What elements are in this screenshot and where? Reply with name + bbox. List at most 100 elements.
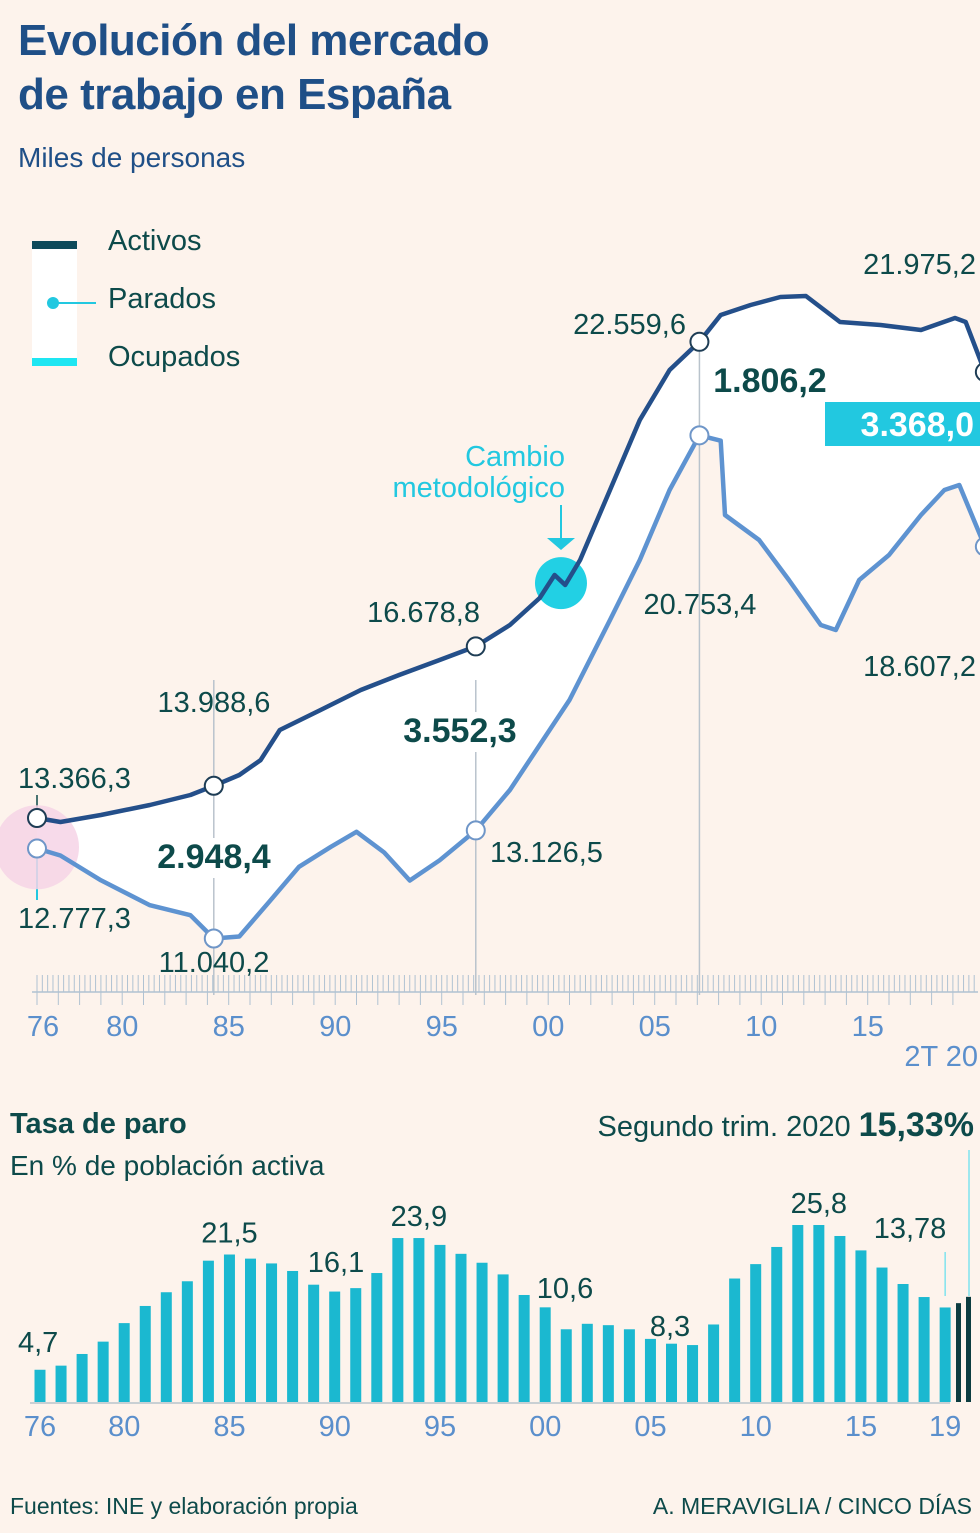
bar (350, 1288, 362, 1402)
bar (371, 1273, 383, 1402)
current-rate-label: Segundo trim. 2020 (597, 1111, 851, 1143)
bar (497, 1274, 509, 1402)
bar (666, 1343, 677, 1402)
bar-chart-title: Tasa de paro (10, 1108, 187, 1140)
cambio-label-line2: metodológico (393, 472, 566, 504)
bar (55, 1365, 67, 1402)
bar (939, 1307, 951, 1402)
point-marker (465, 636, 486, 657)
parados-label-bg (146, 838, 282, 878)
bar (34, 1369, 46, 1402)
x-tick-label: 10 (745, 1011, 777, 1043)
point-labels: 13.366,3 12.777,3 13.988,6 11.040,2 16.678,8… (18, 249, 980, 979)
parados-value-label: 2.948,4 (157, 838, 271, 876)
current-rate-value: 15,33% (858, 1106, 974, 1144)
parados-label-bg (702, 362, 838, 402)
point-value-label: 22.559,6 (573, 309, 686, 341)
point-marker (974, 537, 980, 556)
bar-value-label: 25,8 (791, 1188, 847, 1220)
point-marker (465, 820, 486, 841)
chart-subtitle: Miles de personas (18, 142, 246, 173)
bar (644, 1338, 656, 1402)
point-marker (689, 331, 710, 352)
bar (329, 1291, 341, 1402)
bar-x-tick-label: 15 (845, 1411, 877, 1443)
bar (687, 1345, 699, 1402)
point-value-label: 12.777,3 (18, 903, 131, 935)
bar-x-tick-label: 85 (213, 1411, 245, 1443)
bar-x-tick-label: 00 (529, 1411, 561, 1443)
parados-label-bg (392, 712, 528, 752)
bar (518, 1294, 530, 1402)
x-axis: 76 80 85 90 95 00 05 10 15 2T 20 (27, 975, 978, 1073)
bar-value-label: 8,3 (650, 1311, 690, 1343)
bar (434, 1244, 446, 1402)
bar (139, 1305, 151, 1402)
bar (223, 1254, 235, 1402)
x-tick-label: 90 (319, 1011, 351, 1043)
bar-x-tick-label: 10 (740, 1411, 772, 1443)
parados-value-label: 3.552,3 (403, 712, 516, 750)
legend-ocupados-label: Ocupados (108, 341, 241, 373)
bar (581, 1323, 593, 1402)
legend-swatches (32, 241, 96, 366)
point-marker (203, 775, 224, 796)
bar-x-tick-label: 76 (24, 1411, 56, 1443)
bar (729, 1278, 741, 1402)
bar (266, 1263, 278, 1402)
bar (855, 1250, 867, 1402)
bar (76, 1353, 88, 1402)
parados-band (37, 296, 980, 939)
bar-x-tick-label: 19 (929, 1411, 961, 1443)
bar (308, 1284, 320, 1402)
bar (966, 1296, 971, 1402)
point-value-label: 13.366,3 (18, 763, 131, 795)
bar (245, 1258, 256, 1402)
bar (897, 1284, 909, 1402)
bar (918, 1297, 930, 1402)
bar (160, 1292, 172, 1402)
legend-parados-label: Parados (108, 283, 217, 315)
x-tick-label: 80 (106, 1011, 138, 1043)
bars (34, 1225, 971, 1402)
bar (287, 1270, 299, 1402)
bar (623, 1329, 635, 1402)
cambio-arrow-head-icon (547, 538, 575, 550)
point-marker (203, 928, 224, 949)
bar-value-label: 4,7 (18, 1327, 58, 1359)
bar (539, 1307, 551, 1402)
bar (202, 1260, 214, 1402)
point-marker (27, 838, 47, 859)
bar (771, 1246, 783, 1402)
line-chart: 76 80 85 90 95 00 05 10 15 2T 20 13.366,3 12.777,3… (0, 249, 980, 1073)
x-tick-label: 2T 20 (904, 1041, 978, 1073)
bar-value-label: 16,1 (308, 1247, 364, 1279)
bar (750, 1264, 762, 1402)
point-marker (974, 363, 980, 381)
point-value-label: 20.753,4 (644, 589, 757, 621)
point-value-label: 13.988,6 (158, 687, 271, 719)
legend-activos-label: Activos (108, 225, 202, 257)
x-tick-label: 15 (852, 1011, 884, 1043)
bar (476, 1262, 488, 1402)
bar (876, 1267, 888, 1402)
chart-title: Evolución del mercado de trabajo en Espa… (18, 14, 490, 122)
point-value-label: 16.678,8 (367, 597, 480, 629)
bar (97, 1341, 109, 1402)
bar (602, 1325, 614, 1402)
parados-highlight-label: 3.368,0 (861, 406, 974, 444)
bar-value-label: 21,5 (201, 1218, 257, 1250)
bar (181, 1281, 193, 1402)
bar (792, 1225, 804, 1402)
cambio-label-line1: Cambio (465, 441, 565, 473)
current-rate-note: Segundo trim. 2020 15,33% (597, 1106, 974, 1145)
bar-value-label: 23,9 (391, 1201, 447, 1233)
bar-value-label: 13,78 (874, 1213, 947, 1245)
source-note: Fuentes: INE y elaboración propia (10, 1493, 358, 1519)
title-line-1: Evolución del mercado (18, 16, 490, 65)
bar (392, 1238, 404, 1402)
point-value-label: 11.040,2 (159, 947, 270, 979)
title-line-2: de trabajo en España (18, 70, 451, 119)
legend-activos-swatch (32, 241, 77, 249)
bar (834, 1235, 846, 1402)
